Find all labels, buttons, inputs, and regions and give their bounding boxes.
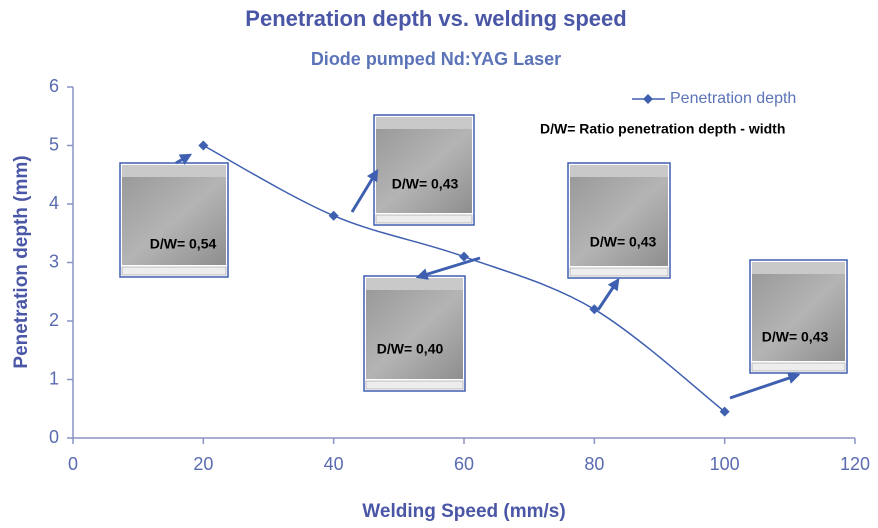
inset-arrow: [175, 153, 193, 165]
data-point: [328, 210, 339, 221]
y-axis-label: Penetration depth (mm): [11, 155, 32, 368]
inset-image: [376, 129, 472, 213]
inset-label: D/W= 0,43: [590, 234, 657, 250]
inset-arrow: [596, 278, 620, 311]
inset-base: [569, 267, 669, 277]
inset-top: [376, 117, 472, 129]
inset-top: [122, 165, 226, 177]
note: D/W= Ratio penetration depth - width: [540, 121, 785, 137]
data-point: [719, 406, 730, 417]
inset-base: [121, 266, 227, 276]
data-point: [459, 251, 469, 262]
x-tick-label: 100: [710, 454, 740, 474]
inset-top: [752, 262, 845, 274]
x-tick-label: 40: [324, 454, 344, 474]
inset-top: [570, 165, 668, 177]
legend-marker: [643, 94, 653, 104]
y-tick-label: 5: [49, 134, 59, 154]
inset-base: [375, 214, 473, 224]
y-tick-label: 1: [49, 368, 59, 388]
inset-image: [570, 177, 668, 266]
inset-arrow: [729, 372, 801, 400]
inset-image: [366, 290, 463, 379]
x-tick-label: 0: [68, 454, 78, 474]
inset-base: [365, 380, 464, 390]
inset-label: D/W= 0,43: [762, 329, 829, 345]
x-tick-label: 20: [193, 454, 213, 474]
chart-subtitle: Diode pumped Nd:YAG Laser: [311, 49, 561, 69]
inset-arrow: [350, 168, 379, 213]
inset-image: [752, 274, 845, 361]
data-point: [198, 140, 209, 151]
inset-label: D/W= 0,40: [377, 341, 444, 357]
data-point: [589, 304, 600, 315]
inset-image: [122, 177, 226, 265]
inset-arrow: [415, 256, 481, 280]
y-tick-label: 6: [49, 76, 59, 96]
y-tick-label: 4: [49, 193, 59, 213]
inset-base: [751, 362, 846, 372]
inset-label: D/W= 0,54: [150, 236, 217, 252]
x-tick-label: 80: [584, 454, 604, 474]
y-tick-label: 3: [49, 251, 59, 271]
y-tick-label: 2: [49, 310, 59, 330]
inset-top: [366, 278, 463, 290]
x-tick-label: 120: [840, 454, 870, 474]
inset-label: D/W= 0,43: [392, 176, 459, 192]
x-axis-label: Welding Speed (mm/s): [362, 501, 565, 522]
y-tick-label: 0: [49, 427, 59, 447]
x-tick-label: 60: [454, 454, 474, 474]
legend-label: Penetration depth: [670, 90, 796, 107]
chart-title: Penetration depth vs. welding speed: [245, 6, 626, 31]
